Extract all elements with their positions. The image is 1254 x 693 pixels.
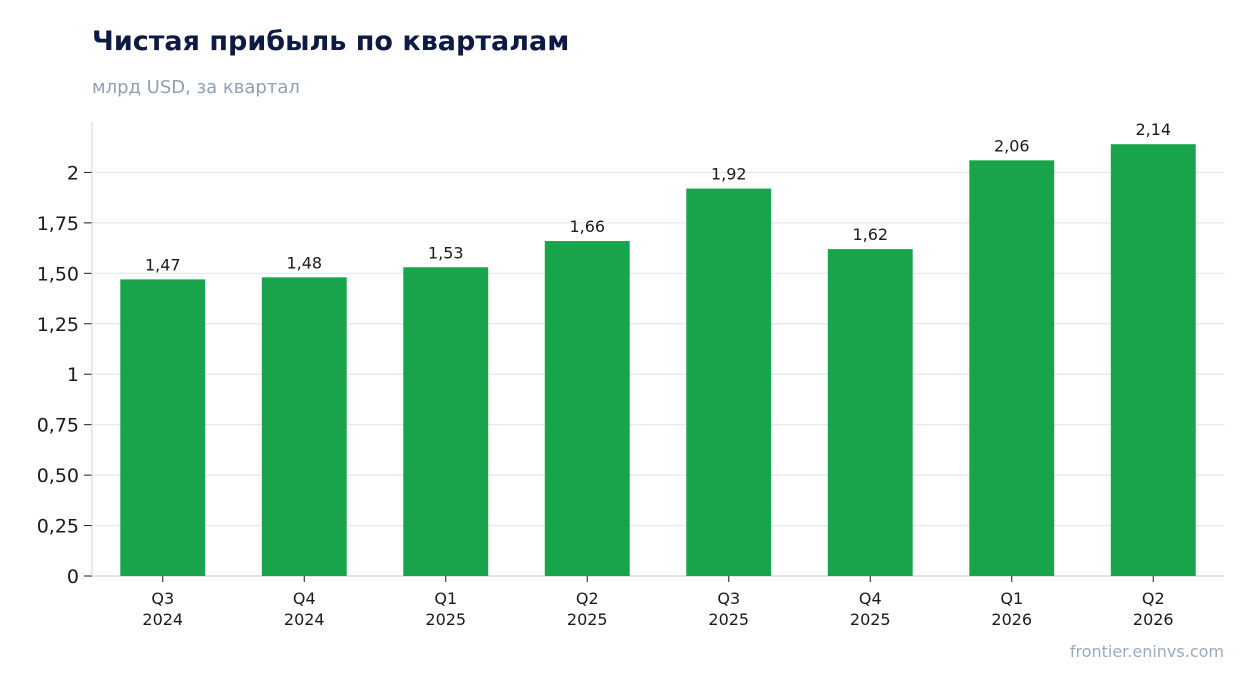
y-tick-label: 0	[67, 566, 79, 588]
y-tick-label: 0,75	[37, 415, 79, 437]
x-tick-label-quarter: Q3	[151, 589, 174, 608]
bar-value-label: 2,14	[1135, 120, 1171, 139]
bar	[403, 267, 489, 576]
y-tick-label: 1,25	[37, 314, 79, 336]
bar-value-label: 1,48	[286, 253, 322, 272]
x-tick-label-quarter: Q2	[1142, 589, 1165, 608]
source-note: frontier.eninvs.com	[1069, 642, 1224, 661]
x-tick-label-year: 2025	[708, 610, 749, 629]
x-tick-label-quarter: Q4	[293, 589, 316, 608]
bar-value-label: 1,47	[145, 255, 181, 274]
bar-value-label: 1,92	[711, 165, 747, 184]
x-axis-ticks: Q3 2024 Q4 2024 Q1 2025 Q2 2025 Q3 2025 Q4 2025 Q1 20…	[142, 589, 1173, 629]
x-tick-label-quarter: Q1	[1000, 589, 1023, 608]
x-tick-label-year: 2024	[142, 610, 183, 629]
x-tick-label-year: 2026	[1133, 610, 1174, 629]
y-tick-label: 1,75	[37, 213, 79, 235]
bar-value-label: 1,66	[569, 217, 605, 236]
y-tick-label: 2	[67, 162, 79, 184]
x-tick-label-quarter: Q2	[576, 589, 599, 608]
y-tick-label: 1	[67, 364, 79, 386]
bars	[120, 144, 1196, 577]
x-tick-label-year: 2026	[991, 610, 1032, 629]
x-tick-label-year: 2025	[850, 610, 891, 629]
y-tick-label: 1,50	[37, 263, 79, 285]
bar	[120, 279, 206, 576]
bar	[261, 277, 347, 576]
x-tick-label-year: 2024	[284, 610, 325, 629]
x-tick-label-year: 2025	[425, 610, 466, 629]
x-tick-label-quarter: Q3	[717, 589, 740, 608]
bar-value-label: 1,62	[852, 225, 888, 244]
x-tick-label-quarter: Q4	[859, 589, 882, 608]
x-tick-label-year: 2025	[567, 610, 608, 629]
bar	[969, 160, 1055, 577]
bar-value-label: 2,06	[994, 136, 1030, 155]
y-tick-label: 0,50	[37, 465, 79, 487]
bar	[686, 188, 772, 576]
bar	[1110, 144, 1196, 576]
y-axis-ticks: 0 0,25 0,50 0,75 1 1,25 1,50 1,75 2	[37, 162, 79, 588]
x-tick-label-quarter: Q1	[434, 589, 457, 608]
bar	[544, 241, 630, 576]
chart-subtitle: млрд USD, за квартал	[92, 77, 300, 98]
bar-value-label: 1,53	[428, 243, 464, 262]
data-labels: 1,47 1,48 1,53 1,66 1,92 1,62 2,06 2,14	[145, 120, 1171, 274]
y-tick-label: 0,25	[37, 516, 79, 538]
bar	[827, 249, 913, 576]
chart-title: Чистая прибыль по кварталам	[92, 26, 570, 57]
